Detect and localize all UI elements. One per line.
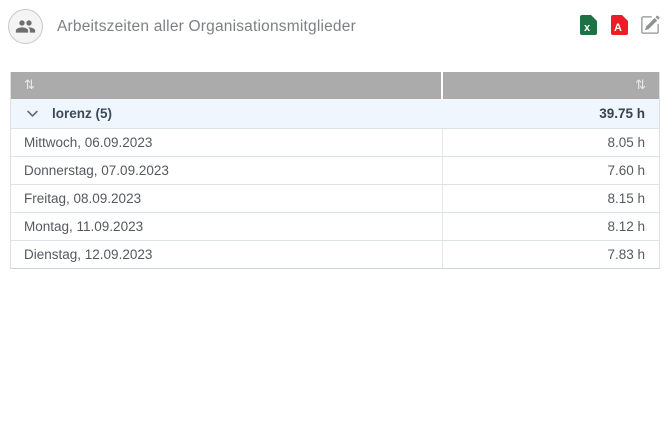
hours-cell: 7.60 h [607, 163, 645, 178]
column-header-member[interactable]: ⇅ [11, 72, 443, 99]
sort-icon[interactable]: ⇅ [635, 78, 646, 93]
chevron-down-icon[interactable] [26, 107, 39, 120]
page-fold [621, 15, 628, 21]
group-total-hours: 39.75 h [599, 106, 645, 121]
panel-header: Arbeitszeiten aller Organisationsmitglie… [0, 0, 672, 62]
table-row: Montag, 11.09.2023 8.12 h [11, 212, 659, 240]
page-title: Arbeitszeiten aller Organisationsmitglie… [57, 18, 356, 35]
export-excel-button[interactable]: x [577, 14, 599, 36]
pdf-glyph: A [614, 22, 622, 34]
date-cell: Donnerstag, 07.09.2023 [11, 157, 443, 184]
hours-cell: 8.05 h [607, 135, 645, 150]
date-cell: Freitag, 08.09.2023 [11, 185, 443, 212]
hours-cell: 8.12 h [607, 219, 645, 234]
action-buttons: x A [577, 14, 661, 36]
group-icon [15, 20, 36, 33]
worktime-table: ⇅ ⇅ lorenz (5) 39.75 h Mittwoch, 06.09.2… [10, 72, 660, 269]
sort-icon[interactable]: ⇅ [24, 78, 35, 93]
page-fold [590, 15, 597, 21]
table-row: Mittwoch, 06.09.2023 8.05 h [11, 128, 659, 156]
table-row: Freitag, 08.09.2023 8.15 h [11, 184, 659, 212]
hours-cell: 8.15 h [607, 191, 645, 206]
export-pdf-button[interactable]: A [608, 14, 630, 36]
date-cell: Dienstag, 12.09.2023 [11, 241, 443, 268]
group-label: lorenz (5) [52, 106, 113, 121]
hours-cell: 7.83 h [607, 247, 645, 262]
excel-file-icon: x [579, 15, 597, 35]
column-header-hours[interactable]: ⇅ [443, 72, 659, 99]
avatar [8, 9, 43, 44]
excel-glyph: x [583, 22, 591, 34]
edit-button[interactable] [639, 14, 661, 36]
date-cell: Montag, 11.09.2023 [11, 213, 443, 240]
edit-pencil-icon [641, 15, 660, 34]
group-row-lorenz[interactable]: lorenz (5) 39.75 h [11, 99, 659, 128]
date-cell: Mittwoch, 06.09.2023 [11, 129, 443, 156]
pdf-file-icon: A [610, 15, 628, 35]
table-row: Dienstag, 12.09.2023 7.83 h [11, 240, 659, 268]
table-header-row: ⇅ ⇅ [11, 72, 659, 99]
table-row: Donnerstag, 07.09.2023 7.60 h [11, 156, 659, 184]
